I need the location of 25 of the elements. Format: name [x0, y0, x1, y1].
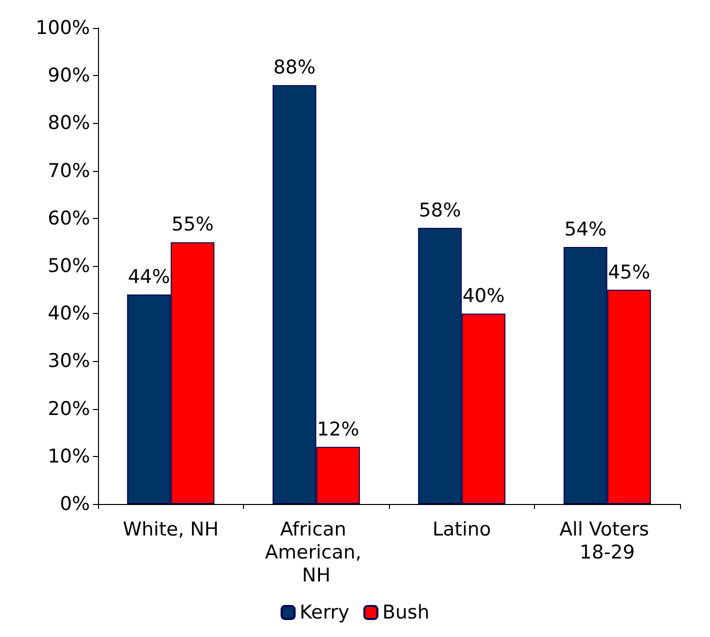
y-tick-label: 40%: [48, 302, 90, 325]
y-tick-label: 50%: [48, 255, 90, 277]
data-label: 54%: [564, 218, 607, 240]
x-tick-label: Latino: [432, 518, 492, 540]
x-tick-label: All Voters 18-29: [559, 518, 656, 564]
legend-label: Kerry: [300, 602, 350, 624]
y-tick-label: 100%: [36, 17, 90, 39]
data-label: 88%: [273, 56, 316, 79]
legend-label: Bush: [382, 602, 430, 624]
x-tick-label: White, NH: [122, 518, 219, 540]
y-tick-label: 20%: [48, 398, 90, 420]
y-tick-label: 0%: [60, 493, 90, 515]
data-label: 44%: [128, 266, 170, 288]
y-tick-label: 90%: [48, 64, 90, 87]
data-label: 12%: [316, 418, 360, 440]
y-tick-label: 80%: [48, 112, 90, 134]
data-label: 45%: [608, 261, 650, 284]
y-tick-label: 60%: [48, 207, 90, 230]
data-label: 58%: [418, 199, 462, 222]
y-tick-label: 70%: [48, 160, 90, 182]
x-tick-label: African American, NH: [265, 518, 368, 586]
data-label: 55%: [171, 214, 214, 236]
y-tick-label: 30%: [48, 350, 90, 372]
y-tick-label: 10%: [48, 445, 90, 468]
data-label: 40%: [462, 285, 505, 308]
